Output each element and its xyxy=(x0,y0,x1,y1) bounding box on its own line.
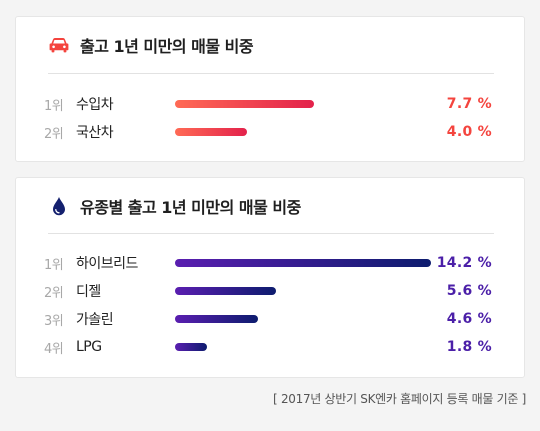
category-label: 수입차 xyxy=(76,97,114,113)
list-item: 1위 하이브리드 14.2 % xyxy=(44,252,502,274)
share-bar xyxy=(175,128,247,136)
bar-track xyxy=(175,287,431,295)
import-card-title: 출고 1년 미만의 매물 비중 xyxy=(80,37,254,56)
share-bar xyxy=(175,287,276,295)
fuel-card-title: 유종별 출고 1년 미만의 매물 비중 xyxy=(80,197,301,217)
rank-label: 4위 xyxy=(44,341,64,357)
car-icon xyxy=(48,34,70,56)
list-item: 2위 국산차 4.0 % xyxy=(44,121,502,143)
rank-label: 1위 xyxy=(44,257,64,273)
share-bar xyxy=(175,259,431,267)
rank-label: 1위 xyxy=(44,98,64,114)
fuel-card-header: 유종별 출고 1년 미만의 매물 비중 xyxy=(48,178,494,234)
share-value: 7.7 % xyxy=(446,96,492,112)
bar-track xyxy=(175,343,431,351)
share-value: 4.0 % xyxy=(446,124,492,140)
share-bar xyxy=(175,343,207,351)
category-label: 가솔린 xyxy=(76,312,114,328)
list-item: 4위 LPG 1.8 % xyxy=(44,336,502,358)
source-footnote: [ 2017년 상반기 SK엔카 홈페이지 등록 매물 기준 ] xyxy=(273,392,526,406)
import-share-card: 출고 1년 미만의 매물 비중 1위 수입차 7.7 % 2위 국산차 4.0 … xyxy=(15,16,525,162)
bar-track xyxy=(175,128,431,136)
import-card-header: 출고 1년 미만의 매물 비중 xyxy=(48,17,494,74)
share-value: 4.6 % xyxy=(446,311,492,327)
rank-label: 2위 xyxy=(44,126,64,142)
category-label: 디젤 xyxy=(76,284,101,300)
rank-label: 3위 xyxy=(44,313,64,329)
bar-track xyxy=(175,315,431,323)
share-value: 14.2 % xyxy=(436,255,492,271)
category-label: 국산차 xyxy=(76,125,114,141)
share-value: 1.8 % xyxy=(446,339,492,355)
list-item: 1위 수입차 7.7 % xyxy=(44,93,502,115)
list-item: 2위 디젤 5.6 % xyxy=(44,280,502,302)
share-bar xyxy=(175,315,258,323)
share-bar xyxy=(175,100,314,108)
rank-label: 2위 xyxy=(44,285,64,301)
fuel-share-card: 유종별 출고 1년 미만의 매물 비중 1위 하이브리드 14.2 % 2위 디… xyxy=(15,177,525,378)
share-value: 5.6 % xyxy=(446,283,492,299)
list-item: 3위 가솔린 4.6 % xyxy=(44,308,502,330)
bar-track xyxy=(175,259,431,267)
category-label: 하이브리드 xyxy=(76,256,138,272)
fuel-drop-icon xyxy=(48,195,70,217)
bar-track xyxy=(175,100,431,108)
category-label: LPG xyxy=(76,339,102,355)
